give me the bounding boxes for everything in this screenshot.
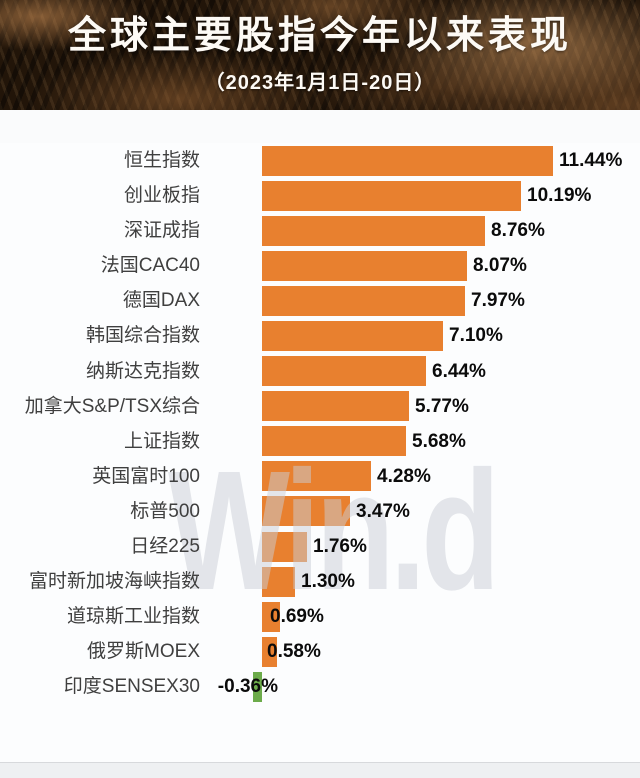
bar-positive	[262, 601, 280, 632]
bar-row: 印度SENSEX30 -0.36%	[0, 669, 640, 704]
value-label: 11.44%	[559, 150, 623, 171]
bar-row: 英国富时100 4.28%	[0, 459, 640, 494]
bar-positive	[262, 356, 426, 387]
bar-positive	[262, 391, 409, 422]
value-label: 1.30%	[301, 571, 355, 593]
value-label: 5.77%	[415, 395, 469, 417]
value-label: 8.07%	[473, 255, 527, 277]
bar-positive	[262, 496, 350, 527]
value-label: 6.44%	[432, 360, 486, 382]
category-label: 加拿大S&P/TSX综合	[24, 395, 200, 417]
category-label: 创业板指	[123, 185, 200, 207]
value-label: 10.19%	[527, 185, 592, 207]
value-label: 7.10%	[449, 325, 503, 347]
chart-area: Win.d 恒生指数 11.44% 创业板指 10.19% 深证成指 8.76% 法国CAC…	[0, 143, 640, 762]
bar-row: 法国CAC40 8.07%	[0, 248, 640, 283]
bar-positive	[262, 320, 443, 351]
bar-row: 纳斯达克指数 6.44%	[0, 354, 640, 389]
bar-positive	[262, 250, 467, 281]
category-label: 印度SENSEX30	[63, 676, 200, 698]
bar-row: 深证成指 8.76%	[0, 213, 640, 248]
value-label: 0.58%	[267, 641, 321, 663]
category-label: 德国DAX	[122, 290, 200, 312]
bar-row: 韩国综合指数 7.10%	[0, 318, 640, 353]
bar-positive	[262, 215, 485, 246]
category-label: 上证指数	[123, 430, 200, 452]
page-title: 全球主要股指今年以来表现	[67, 15, 572, 58]
category-label: 俄罗斯MOEX	[87, 641, 200, 663]
footer: 数据来源：Wind	[0, 762, 640, 778]
bar-row: 加拿大S&P/TSX综合 5.77%	[0, 389, 640, 424]
value-label: 3.47%	[356, 500, 410, 522]
bar-positive	[262, 566, 295, 597]
bar-positive	[262, 145, 553, 176]
category-label: 纳斯达克指数	[85, 360, 200, 382]
bar-rows: 恒生指数 11.44% 创业板指 10.19% 深证成指 8.76% 法国CAC40 8.07…	[0, 143, 640, 705]
header: 全球主要股指今年以来表现 （2023年1月1日-20日）	[0, 0, 640, 110]
page-subtitle: （2023年1月1日-20日）	[204, 71, 436, 94]
category-label: 恒生指数	[123, 150, 200, 171]
bar-row: 富时新加坡海峡指数 1.30%	[0, 564, 640, 599]
bar-positive	[262, 426, 406, 457]
value-label: 8.76%	[491, 220, 545, 242]
bar-row: 日经225 1.76%	[0, 529, 640, 564]
category-label: 富时新加坡海峡指数	[28, 571, 200, 593]
category-label: 日经225	[130, 536, 200, 558]
category-label: 法国CAC40	[100, 255, 200, 277]
bar-row: 创业板指 10.19%	[0, 178, 640, 213]
bar-positive	[262, 180, 521, 211]
value-label: 4.28%	[377, 465, 431, 487]
bar-positive	[262, 461, 371, 492]
bar-negative	[253, 671, 262, 702]
category-label: 深证成指	[123, 220, 200, 242]
category-label: 英国富时100	[92, 465, 200, 487]
value-label: 0.69%	[270, 606, 324, 628]
bar-row: 上证指数 5.68%	[0, 424, 640, 459]
value-label: 1.76%	[313, 536, 367, 558]
value-label: 5.68%	[412, 430, 466, 452]
category-label: 标普500	[130, 500, 200, 522]
bar-row: 恒生指数 11.44%	[0, 143, 640, 178]
bar-row: 德国DAX 7.97%	[0, 283, 640, 318]
bar-positive	[262, 636, 277, 667]
category-label: 道琼斯工业指数	[66, 606, 200, 628]
bar-positive	[262, 285, 465, 316]
bar-row: 俄罗斯MOEX 0.58%	[0, 634, 640, 669]
value-label: -0.36%	[217, 676, 278, 698]
category-label: 韩国综合指数	[85, 325, 200, 347]
bar-row: 道琼斯工业指数 0.69%	[0, 599, 640, 634]
bar-positive	[262, 531, 307, 562]
bar-row: 标普500 3.47%	[0, 494, 640, 529]
value-label: 7.97%	[471, 290, 525, 312]
